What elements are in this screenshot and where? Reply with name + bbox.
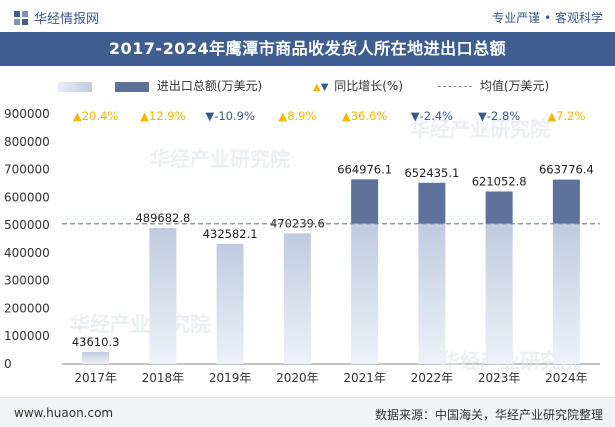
legend-swatch-bar <box>115 81 149 92</box>
bar <box>283 233 311 364</box>
y-tick-label: 0 <box>4 357 12 371</box>
y-tick-label: 300000 <box>4 274 50 288</box>
bar-value-label: 43610.3 <box>72 335 120 349</box>
growth-label: ▲7.2% <box>547 109 585 123</box>
title-bar: 2017-2024年鹰潭市商品收发货人所在地进出口总额 <box>0 32 615 66</box>
bar-above-mean <box>552 179 580 224</box>
legend-label-growth: 同比增长(%) <box>334 79 404 93</box>
bar <box>82 351 110 364</box>
growth-label: ▲12.9% <box>140 109 185 123</box>
chart-title: 2017-2024年鹰潭市商品收发货人所在地进出口总额 <box>108 39 507 58</box>
tagline: 专业严谨 • 客观科学 <box>492 11 603 25</box>
watermark-text: 华经产业研究院 <box>70 312 210 336</box>
bar-above-mean <box>418 182 446 224</box>
y-tick-label: 700000 <box>4 163 50 177</box>
y-tick-label: 400000 <box>4 246 50 260</box>
growth-label: ▲36.6% <box>342 109 387 123</box>
y-tick-label: 800000 <box>4 135 50 149</box>
watermark-text: 华经产业研究院 <box>410 117 550 141</box>
x-tick-label: 2019年 <box>209 371 252 385</box>
legend-label-mean: 均值(万美元) <box>479 79 550 93</box>
growth-label: ▼-10.9% <box>205 109 255 123</box>
growth-label: ▼-2.4% <box>411 109 453 123</box>
triangle-up-icon: ▲ <box>313 82 321 93</box>
x-tick-label: 2020年 <box>276 371 319 385</box>
growth-label: ▲20.4% <box>73 109 118 123</box>
growth-label: ▲8.9% <box>278 109 316 123</box>
footer: www.huaon.com 数据来源：中国海关，华经产业研究院整理 <box>0 397 615 427</box>
y-tick-label: 200000 <box>4 301 50 315</box>
brand: 华经情报网 <box>14 8 99 27</box>
x-tick-label: 2023年 <box>478 371 521 385</box>
legend-swatch-mean-line <box>438 86 472 87</box>
x-tick-label: 2024年 <box>545 371 588 385</box>
watermark-text: 华经产业研究院 <box>150 147 290 171</box>
brand-name: 华经情报网 <box>34 12 100 27</box>
triangle-down-icon: ▼ <box>320 82 329 93</box>
y-tick-label: 600000 <box>4 190 50 204</box>
legend-item-total: 进出口总额(万美元) <box>115 76 262 96</box>
bar-chart: 0 100000 200000 300000 400000 500000 600000 700… <box>4 107 600 385</box>
x-tick-label: 2022年 <box>411 371 454 385</box>
legend-swatch-fade <box>58 81 92 92</box>
bar-below-mean <box>552 223 580 364</box>
bar-value-label: 664976.1 <box>337 162 392 176</box>
legend-label-total: 进出口总额(万美元) <box>156 79 263 93</box>
legend-item-growth: ▲▼ 同比增长(%) <box>313 76 403 96</box>
legend-item-average-fade <box>58 76 92 96</box>
y-tick-label: 500000 <box>4 218 50 232</box>
bar-value-label: 432582.1 <box>203 227 258 241</box>
legend: 进出口总额(万美元) ▲▼ 同比增长(%) 均值(万美元) <box>0 76 615 96</box>
plot-area: 0 100000 200000 300000 400000 500000 600000 700… <box>0 96 615 396</box>
bar-below-mean <box>418 223 446 364</box>
bar-value-label: 663776.4 <box>539 163 594 177</box>
x-tick-label: 2017年 <box>74 371 117 385</box>
top-bar: 华经情报网 专业严谨 • 客观科学 <box>0 0 615 32</box>
growth-label: ▼-2.8% <box>478 109 520 123</box>
x-tick-label: 2018年 <box>142 371 185 385</box>
x-tick-label: 2021年 <box>343 371 386 385</box>
y-tick-label: 100000 <box>4 329 50 343</box>
bar <box>149 227 177 364</box>
brand-logo-icon <box>14 11 28 25</box>
footer-source: 数据来源：中国海关，华经产业研究院整理 <box>374 408 603 422</box>
y-tick-label: 900000 <box>4 107 50 121</box>
legend-item-mean: 均值(万美元) <box>438 76 549 96</box>
bar-value-label: 652435.1 <box>404 166 459 180</box>
bar-below-mean <box>351 223 379 364</box>
bar-value-label: 621052.8 <box>472 174 527 188</box>
bar-above-mean <box>485 191 513 224</box>
bar-below-mean <box>485 223 513 364</box>
bar-value-label: 489682.8 <box>135 211 190 225</box>
bar-above-mean <box>351 179 379 224</box>
bar <box>216 243 244 364</box>
footer-site: www.huaon.com <box>14 406 114 420</box>
